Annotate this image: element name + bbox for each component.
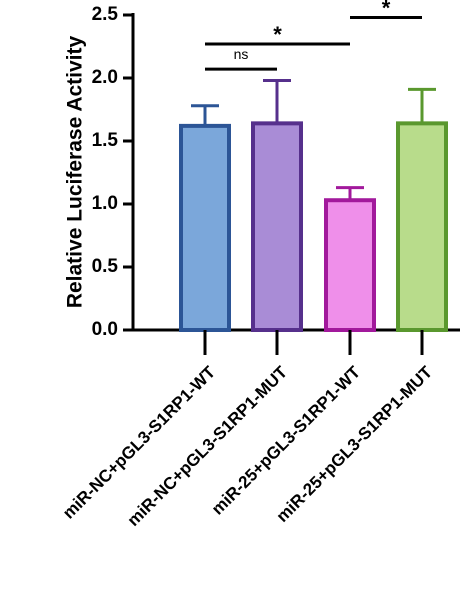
bar bbox=[396, 121, 448, 332]
y-tick-label: 1.5 bbox=[92, 130, 119, 151]
y-axis-title: Relative Luciferase Activity bbox=[64, 36, 87, 309]
bar bbox=[179, 123, 231, 332]
y-tick-label: 2.0 bbox=[92, 67, 118, 88]
y-tick-label: 0.5 bbox=[92, 256, 119, 277]
bar bbox=[324, 198, 376, 332]
x-tick-label: miR-NC+pGL3-S1RP1-WT bbox=[59, 362, 219, 522]
significance-label: ns bbox=[234, 46, 249, 62]
y-tick-label: 0.0 bbox=[92, 319, 118, 340]
x-tick-label: miR-25+pGL3-S1RP1-WT bbox=[208, 362, 364, 518]
y-tick-label: 2.5 bbox=[92, 4, 119, 25]
significance-label: * bbox=[273, 22, 282, 47]
x-tick-label: miR-25+pGL3-S1RP1-MUT bbox=[273, 362, 437, 526]
y-tick-label: 1.0 bbox=[92, 193, 118, 214]
significance-label: * bbox=[382, 0, 391, 20]
bar bbox=[251, 121, 303, 332]
